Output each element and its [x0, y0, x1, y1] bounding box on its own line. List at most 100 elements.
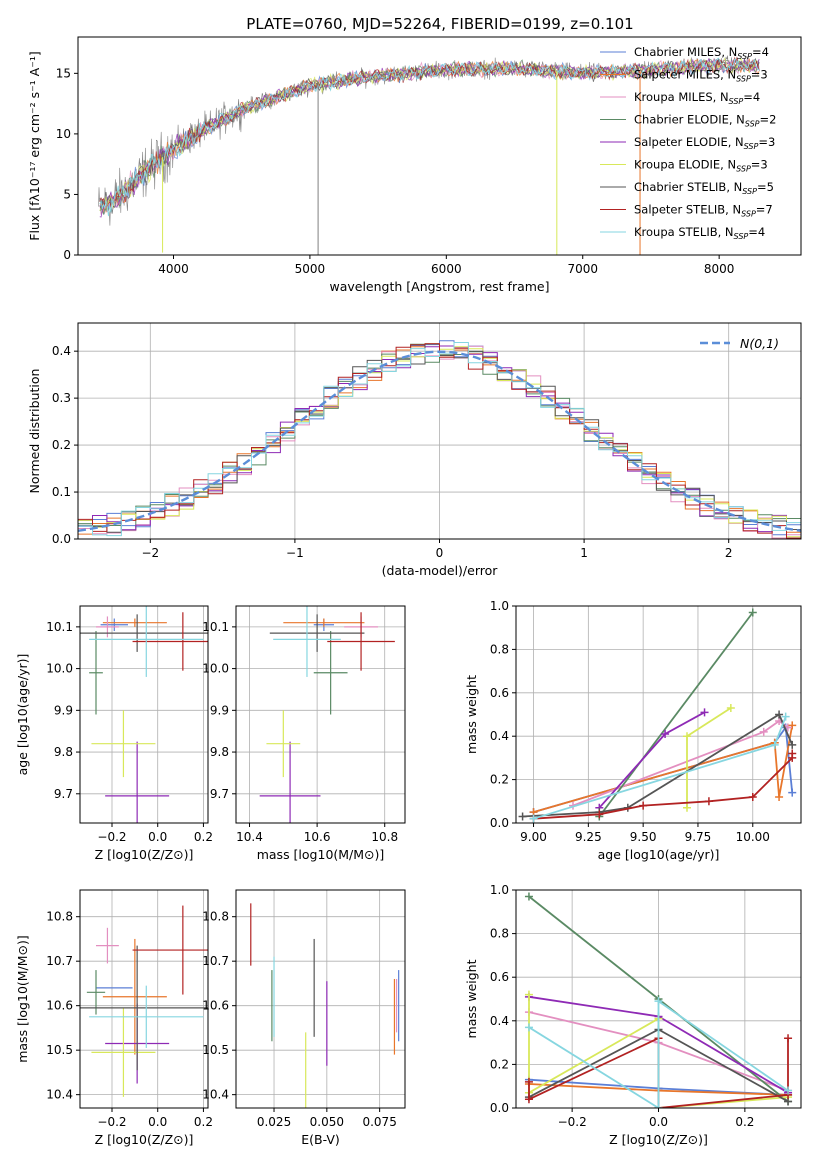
x-tick-label: 0.0 [649, 1115, 668, 1129]
y-axis-label: mass weight [464, 675, 479, 754]
chart-panel-8: −0.2 0.0 0.2 0.0 0.2 0.4 0.6 0.8 1.0 Z [log10(Z/Z… [464, 883, 802, 1147]
legend: Chabrier MILES, NSSP=4 Salpeter MILES, NS… [600, 45, 776, 241]
plus-marker [781, 712, 790, 721]
axes-frame [515, 605, 802, 824]
y-axis-label: age [log10(age/yr)] [15, 654, 30, 776]
error-bar-point [132, 612, 208, 671]
legend-entry: Kroupa ELODIE, NSSP=3 [634, 158, 768, 174]
x-tick-label: 10.6 [304, 830, 331, 844]
legend-value: =7 [756, 203, 773, 217]
y-tick-label: 10.5 [46, 1043, 73, 1057]
y-tick-label: 0.4 [52, 344, 71, 358]
plus-marker [700, 708, 709, 717]
y-tick-label: 0.3 [52, 391, 71, 405]
histogram-steps [78, 342, 801, 537]
legend-value: =4 [743, 90, 760, 104]
x-tick-label: 0.050 [310, 1115, 344, 1129]
x-tick-label: −1 [286, 546, 304, 560]
x-tick-label: 0.2 [735, 1115, 754, 1129]
legend-entry: Salpeter MILES, NSSP=3 [634, 68, 768, 84]
mass-weight-line [522, 713, 794, 818]
y-tick-label: 10.0 [46, 662, 73, 676]
plot-area [98, 55, 761, 255]
x-tick-label: 9.00 [520, 830, 547, 844]
legend-entry: Kroupa STELIB, NSSP=4 [634, 225, 765, 241]
legend-entry: Kroupa MILES, NSSP=4 [634, 90, 760, 106]
x-tick-label: 10.00 [736, 830, 770, 844]
error-bar-point [259, 741, 321, 823]
plus-marker [759, 727, 768, 736]
error-bar-point [80, 614, 208, 652]
plus-marker [524, 990, 533, 999]
y-axis-label: Normed distribution [27, 369, 42, 494]
y-tick-label: 0.2 [490, 1057, 509, 1071]
y-tick-label: 0.2 [52, 438, 71, 452]
y-tick-label: 10 [56, 127, 71, 141]
x-tick-label: 1 [580, 546, 588, 560]
plus-marker [639, 801, 648, 810]
plot-area [524, 892, 793, 1108]
y-tick-label: 10.1 [46, 620, 73, 634]
y-tick-label: 9.7 [54, 787, 73, 801]
legend-value: =4 [752, 45, 769, 59]
y-tick-label: 10.8 [46, 910, 73, 924]
axes-frame [79, 889, 209, 1109]
mass-weight-line [572, 719, 789, 807]
plus-marker [524, 1077, 533, 1086]
x-tick-label: 0.2 [194, 830, 213, 844]
error-bar-point [313, 631, 348, 715]
plot-area [259, 606, 395, 823]
plus-marker [788, 788, 797, 797]
chart-panel-5: 9.00 9.25 9.50 9.75 10.00 0.0 0.2 0.4 0.6 0.8 1.0 a… [464, 599, 802, 862]
error-bar-point [283, 618, 365, 627]
mass-weight-line [533, 716, 787, 820]
plus-marker [726, 703, 735, 712]
plus-marker [683, 732, 691, 741]
x-tick-label: 0.2 [194, 1115, 213, 1129]
y-tick-label: 0.0 [490, 816, 509, 830]
legend-entry: Chabrier MILES, NSSP=4 [634, 45, 769, 61]
legend-subscript: SSP [729, 97, 744, 106]
x-tick-label: 0.075 [362, 1115, 396, 1129]
y-tick-label: 0.6 [490, 970, 509, 984]
x-tick-label: 0.0 [148, 1115, 167, 1129]
plus-marker [775, 792, 784, 801]
spectrum-model-line [99, 57, 760, 214]
axes-frame [77, 36, 802, 256]
spectrum-model-line [99, 57, 760, 217]
error-bar-point [89, 985, 204, 1048]
y-tick-label: 0.0 [490, 1101, 509, 1115]
legend: N(0,1) [700, 336, 779, 351]
legend-value: =5 [757, 180, 774, 194]
x-tick-label: 0.025 [257, 1115, 291, 1129]
y-tick-label: 10.8 [202, 910, 229, 924]
y-tick-label: 9.8 [54, 745, 73, 759]
mass-weight-line [598, 611, 754, 818]
error-bar-point [80, 945, 208, 1071]
plus-marker [661, 730, 670, 739]
x-tick-label: 0.0 [148, 830, 167, 844]
x-tick-label: 10.8 [371, 830, 398, 844]
error-bar-point [102, 938, 167, 1055]
plus-marker [529, 814, 538, 823]
legend-subscript: SSP [737, 52, 752, 61]
error-bar-point [269, 614, 365, 652]
plus-marker [770, 740, 779, 749]
legend-value: =3 [758, 135, 775, 149]
error-bar-point [96, 927, 119, 964]
error-bar-point [100, 618, 128, 632]
legend-entry: N(0,1) [740, 336, 779, 351]
figure-title: PLATE=0760, MJD=52264, FIBERID=0199, z=0… [246, 15, 633, 33]
error-bar-point [102, 618, 167, 627]
x-tick-label: 2 [725, 546, 733, 560]
legend-subscript: SSP [736, 165, 751, 174]
y-tick-label: 15 [56, 66, 71, 80]
error-bar-point [91, 1007, 156, 1097]
plot-area [78, 340, 801, 539]
y-tick-label: 10.6 [202, 999, 229, 1013]
y-tick-label: 9.9 [54, 703, 73, 717]
error-bar-point [273, 606, 341, 677]
error-bar-point [89, 606, 204, 677]
plus-marker [748, 608, 757, 617]
